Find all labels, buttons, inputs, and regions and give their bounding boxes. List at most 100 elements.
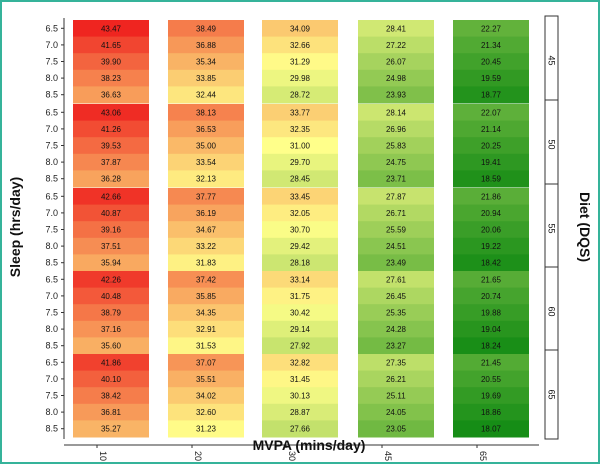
heatmap-cell — [453, 304, 529, 322]
heatmap-cell — [358, 221, 434, 239]
y-tick-label: 7.0 — [45, 291, 58, 301]
heatmap-cell — [358, 20, 434, 38]
cell-value-label: 33.77 — [290, 108, 311, 117]
heatmap-cell — [262, 254, 338, 272]
heatmap-cell — [73, 153, 149, 171]
cell-value-label: 18.86 — [481, 408, 502, 417]
facet-strip: 50 — [544, 99, 559, 190]
heatmap-cell — [168, 137, 244, 155]
heatmap-cell — [168, 337, 244, 355]
y-tick-label: 6.5 — [45, 191, 58, 201]
heatmap-cell — [453, 86, 529, 104]
heatmap-cell — [168, 403, 244, 421]
heatmap-cell — [73, 403, 149, 421]
cell-value-label: 35.85 — [196, 292, 217, 301]
cell-value-label: 22.27 — [481, 24, 502, 33]
heatmap-cell — [262, 53, 338, 71]
y-tick-label: 7.0 — [45, 208, 58, 218]
heatmap-cell — [168, 254, 244, 272]
heatmap-cell — [358, 120, 434, 138]
cell-value-label: 32.82 — [290, 358, 311, 367]
cell-value-label: 20.06 — [481, 226, 502, 235]
cell-value-label: 37.07 — [196, 358, 217, 367]
heatmap-cell — [262, 370, 338, 388]
cell-value-label: 32.44 — [196, 91, 217, 100]
cell-value-label: 36.19 — [196, 209, 217, 218]
heatmap-cell — [453, 370, 529, 388]
heatmap-cell — [73, 221, 149, 239]
cell-value-label: 21.45 — [481, 358, 502, 367]
heatmap-cell — [358, 137, 434, 155]
cell-value-label: 35.51 — [196, 375, 217, 384]
heatmap-cell — [73, 188, 149, 206]
heatmap-cell — [262, 120, 338, 138]
cell-value-label: 19.22 — [481, 242, 502, 251]
cell-value-label: 25.83 — [386, 142, 407, 151]
facet-strip-label: 60 — [547, 306, 557, 316]
heatmap-cell — [453, 53, 529, 71]
heatmap-cell — [73, 287, 149, 305]
cell-value-label: 28.72 — [290, 91, 311, 100]
heatmap-cell — [358, 403, 434, 421]
facet-strips: 45 50 55 60 65 — [544, 15, 559, 440]
heatmap-cell — [73, 387, 149, 405]
cell-value-label: 18.24 — [481, 342, 502, 351]
heatmap-cell — [453, 337, 529, 355]
heatmap-cell — [168, 188, 244, 206]
heatmap-cell — [453, 354, 529, 372]
heatmap-cell — [453, 188, 529, 206]
cell-value-label: 24.28 — [386, 325, 407, 334]
cell-value-label: 18.77 — [481, 91, 502, 100]
cell-value-label: 28.18 — [290, 259, 311, 268]
heatmap-cell — [358, 420, 434, 438]
cell-value-label: 33.14 — [290, 275, 311, 284]
cell-value-label: 35.34 — [196, 58, 217, 67]
heatmap-cell — [262, 320, 338, 338]
y-tick-label: 7.5 — [45, 225, 58, 235]
y-tick-label: 8.0 — [45, 157, 58, 167]
heatmap-cell — [453, 254, 529, 272]
heatmap-cell — [73, 104, 149, 122]
heatmap-cell — [168, 237, 244, 255]
cell-value-label: 40.87 — [101, 209, 122, 218]
cell-value-label: 26.21 — [386, 375, 407, 384]
cell-value-label: 33.54 — [196, 158, 217, 167]
heatmap-cell — [262, 170, 338, 188]
x-axis-title: MVPA (mins/day) — [253, 437, 366, 453]
heatmap-cell — [453, 69, 529, 87]
cell-value-label: 28.87 — [290, 408, 311, 417]
y-tick-label: 8.5 — [45, 424, 58, 434]
cell-value-label: 27.87 — [386, 192, 407, 201]
cell-value-label: 26.07 — [386, 58, 407, 67]
cell-value-label: 19.88 — [481, 309, 502, 318]
cell-value-label: 23.49 — [386, 259, 407, 268]
cell-value-label: 36.63 — [101, 91, 122, 100]
cell-value-label: 21.65 — [481, 275, 502, 284]
facet-panel: 6.5 41.86 37.07 32.82 27.35 21.45 7.0 40.10 35.5… — [45, 352, 539, 446]
heatmap-cell — [262, 104, 338, 122]
heatmap-cell — [168, 69, 244, 87]
heatmap-cell — [168, 370, 244, 388]
facet-strip-box — [544, 349, 559, 440]
cell-value-label: 41.65 — [101, 41, 122, 50]
cell-value-label: 37.42 — [196, 275, 217, 284]
facet-strip: 45 — [544, 15, 559, 106]
cell-value-label: 43.06 — [101, 108, 122, 117]
cell-value-label: 34.35 — [196, 309, 217, 318]
cell-value-label: 24.05 — [386, 408, 407, 417]
cell-value-label: 28.41 — [386, 24, 407, 33]
heatmap-cell — [73, 204, 149, 222]
heatmap-cell — [358, 36, 434, 54]
heatmap-cell — [262, 304, 338, 322]
heatmap-cell — [168, 153, 244, 171]
heatmap-cell — [73, 53, 149, 71]
cell-value-label: 37.77 — [196, 192, 217, 201]
cell-value-label: 33.85 — [196, 74, 217, 83]
heatmap-cell — [358, 237, 434, 255]
cell-value-label: 20.94 — [481, 209, 502, 218]
cell-value-label: 40.10 — [101, 375, 122, 384]
cell-value-label: 24.75 — [386, 158, 407, 167]
heatmap-cell — [453, 387, 529, 405]
y-tick-label: 7.0 — [45, 124, 58, 134]
